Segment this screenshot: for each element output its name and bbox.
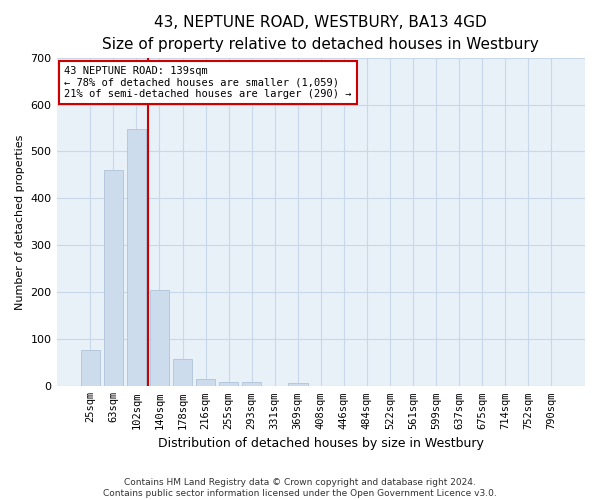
Bar [242, 382, 262, 386]
Text: 43 NEPTUNE ROAD: 139sqm
← 78% of detached houses are smaller (1,059)
21% of semi: 43 NEPTUNE ROAD: 139sqm ← 78% of detache… [64, 66, 352, 99]
Text: Contains HM Land Registry data © Crown copyright and database right 2024.
Contai: Contains HM Land Registry data © Crown c… [103, 478, 497, 498]
Bar [288, 382, 308, 386]
Bar [219, 382, 238, 386]
Bar [104, 170, 123, 386]
Bar [149, 290, 169, 386]
Bar [173, 359, 193, 386]
Bar [196, 380, 215, 386]
X-axis label: Distribution of detached houses by size in Westbury: Distribution of detached houses by size … [158, 437, 484, 450]
Title: 43, NEPTUNE ROAD, WESTBURY, BA13 4GD
Size of property relative to detached house: 43, NEPTUNE ROAD, WESTBURY, BA13 4GD Siz… [103, 15, 539, 52]
Bar [80, 350, 100, 387]
Y-axis label: Number of detached properties: Number of detached properties [15, 134, 25, 310]
Bar [127, 129, 146, 386]
